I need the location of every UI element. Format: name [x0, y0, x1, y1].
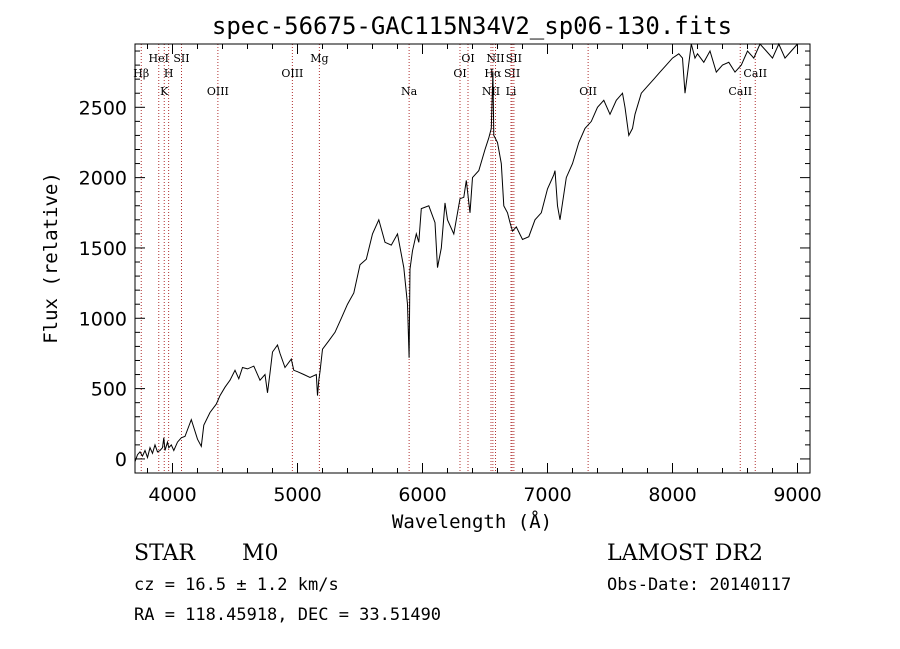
survey-name: LAMOST DR2 [607, 541, 763, 566]
x-axis-label: Wavelength (Å) [392, 510, 552, 533]
observation-date: Obs-Date: 20140117 [607, 575, 791, 595]
y-tick-label: 0 [115, 449, 127, 471]
line-marker-label: K [160, 85, 169, 98]
line-marker-label: HeI [149, 52, 169, 65]
x-tick-label: 7000 [523, 484, 571, 506]
line-marker-label: NII [482, 85, 500, 98]
x-tick-label: 8000 [648, 484, 696, 506]
x-axis-ticks: 4000 5000 6000 7000 8000 9000 [147, 44, 822, 506]
y-tick-label: 1500 [79, 238, 127, 260]
line-marker-label: OI [453, 67, 466, 80]
y-axis-label: Flux (relative) [40, 172, 62, 344]
line-marker-label: OIII [207, 85, 229, 98]
line-marker-label: SII [506, 52, 522, 65]
line-marker-label: SII [173, 52, 189, 65]
object-class: STAR [134, 541, 196, 566]
line-marker-label: CaII [728, 85, 752, 98]
x-tick-label: 6000 [398, 484, 446, 506]
spectrum-line [134, 42, 798, 462]
x-tick-label: 9000 [773, 484, 821, 506]
y-axis-ticks: 0 500 1000 1500 2000 2500 [79, 50, 810, 474]
line-marker-label: SII [504, 67, 520, 80]
redshift-readout: cz = 16.5 ± 1.2 km/s [134, 575, 339, 595]
y-tick-label: 1000 [79, 308, 127, 330]
line-marker-label: Na [401, 85, 418, 98]
y-tick-label: 500 [91, 379, 127, 401]
line-marker-label: Mg [310, 52, 328, 65]
line-marker-label: Li [506, 85, 517, 98]
line-marker-label: Hβ [133, 67, 149, 80]
chart-title: spec-56675-GAC115N34V2_sp06-130.fits [212, 12, 732, 40]
y-tick-label: 2000 [79, 168, 127, 190]
line-marker-label: OIII [281, 67, 303, 80]
y-tick-label: 2500 [79, 97, 127, 119]
x-tick-label: 4000 [148, 484, 196, 506]
object-subclass: M0 [242, 541, 279, 566]
line-marker-label: OI [461, 52, 474, 65]
x-tick-label: 5000 [273, 484, 321, 506]
line-marker-label: NII [486, 52, 504, 65]
line-marker-label: CaII [743, 67, 767, 80]
coordinates: RA = 118.45918, DEC = 33.51490 [134, 605, 441, 625]
line-marker-label: OII [579, 85, 597, 98]
line-marker-label: H [164, 67, 174, 80]
plot-frame [134, 43, 811, 474]
spectrum-info: STAR M0 LAMOST DR2 cz = 16.5 ± 1.2 km/s … [134, 541, 791, 625]
